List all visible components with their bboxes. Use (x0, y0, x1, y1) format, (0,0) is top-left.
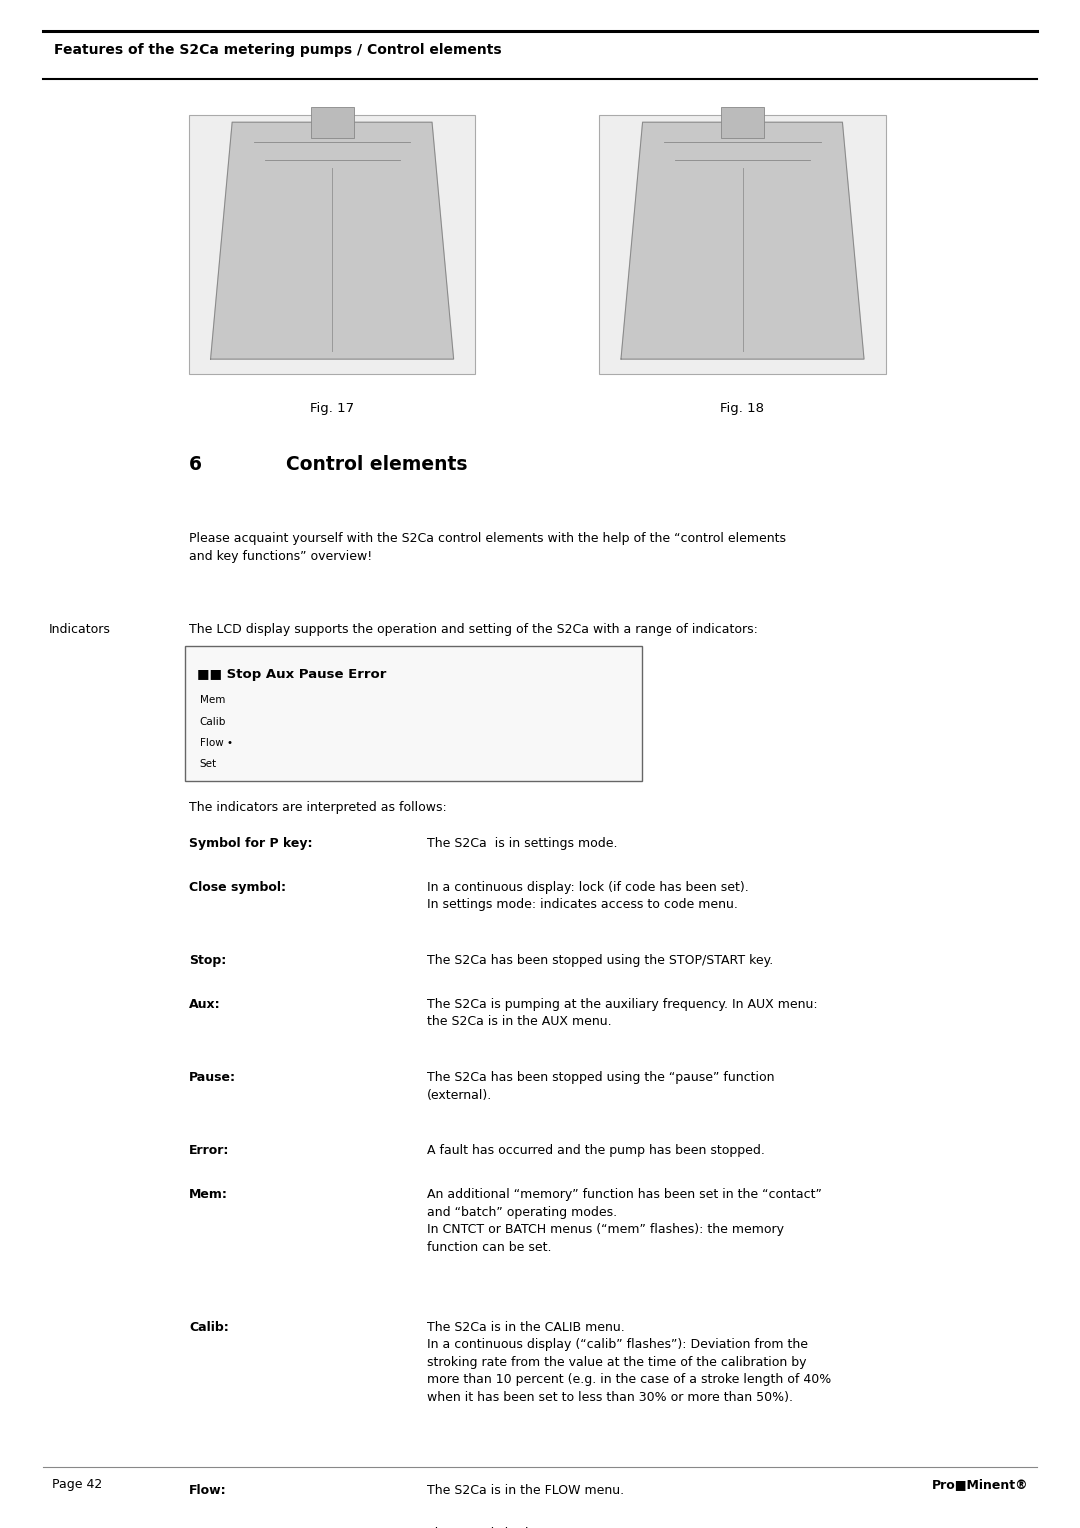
Text: The S2Ca is pumping at the auxiliary frequency. In AUX menu:
the S2Ca is in the : The S2Ca is pumping at the auxiliary fre… (427, 998, 818, 1028)
Text: Symbol for P key:: Symbol for P key: (189, 837, 312, 851)
Polygon shape (211, 122, 454, 359)
Text: Pause:: Pause: (189, 1071, 237, 1085)
Text: Set: Set (200, 759, 217, 770)
Text: Fig. 18: Fig. 18 (720, 402, 765, 416)
Text: The S2Ca has been stopped using the STOP/START key.: The S2Ca has been stopped using the STOP… (427, 953, 773, 967)
Text: Mem:: Mem: (189, 1189, 228, 1201)
Text: An additional “memory” function has been set in the “contact”
and “batch” operat: An additional “memory” function has been… (427, 1189, 822, 1253)
FancyBboxPatch shape (721, 107, 765, 138)
Text: Close symbol:: Close symbol: (189, 880, 286, 894)
Text: Stop:: Stop: (189, 953, 226, 967)
Text: ■■ Stop Aux Pause Error: ■■ Stop Aux Pause Error (197, 668, 386, 681)
Text: Aux:: Aux: (189, 998, 220, 1012)
Text: 6: 6 (189, 455, 202, 474)
Text: The indicators are interpreted as follows:: The indicators are interpreted as follow… (189, 801, 447, 814)
Text: Calib:: Calib: (189, 1320, 229, 1334)
FancyBboxPatch shape (599, 115, 886, 374)
Text: Page 42: Page 42 (52, 1478, 103, 1491)
Text: A fault has occurred and the pump has been stopped.: A fault has occurred and the pump has be… (427, 1144, 765, 1158)
Text: Fig. 17: Fig. 17 (310, 402, 354, 416)
Text: The S2Ca  is in settings mode.: The S2Ca is in settings mode. (427, 837, 617, 851)
Text: Flow:: Flow: (189, 1484, 227, 1497)
Text: The LCD display supports the operation and setting of the S2Ca with a range of i: The LCD display supports the operation a… (189, 623, 758, 637)
Text: Mem: Mem (200, 695, 225, 706)
Text: Calib: Calib (200, 717, 226, 727)
FancyBboxPatch shape (311, 107, 353, 138)
Text: Please acquaint yourself with the S2Ca control elements with the help of the “co: Please acquaint yourself with the S2Ca c… (189, 532, 786, 564)
Text: Indicators: Indicators (49, 623, 110, 637)
Text: In a continuous display: lock (if code has been set).
In settings mode: indicate: In a continuous display: lock (if code h… (427, 880, 748, 911)
Text: The S2Ca is in the FLOW menu.: The S2Ca is in the FLOW menu. (427, 1484, 624, 1497)
FancyBboxPatch shape (189, 115, 475, 374)
Polygon shape (621, 122, 864, 359)
Text: Features of the S2Ca metering pumps / Control elements: Features of the S2Ca metering pumps / Co… (54, 43, 501, 57)
Text: Error:: Error: (189, 1144, 229, 1158)
FancyBboxPatch shape (185, 646, 642, 781)
Text: The S2Ca is in the CALIB menu.
In a continuous display (“calib” flashes”): Devia: The S2Ca is in the CALIB menu. In a cont… (427, 1320, 831, 1404)
Text: Pro■Minent®: Pro■Minent® (932, 1478, 1028, 1491)
Text: Control elements: Control elements (286, 455, 468, 474)
Text: The S2Ca has been stopped using the “pause” function
(external).: The S2Ca has been stopped using the “pau… (427, 1071, 774, 1102)
Text: Flow •: Flow • (200, 738, 233, 749)
